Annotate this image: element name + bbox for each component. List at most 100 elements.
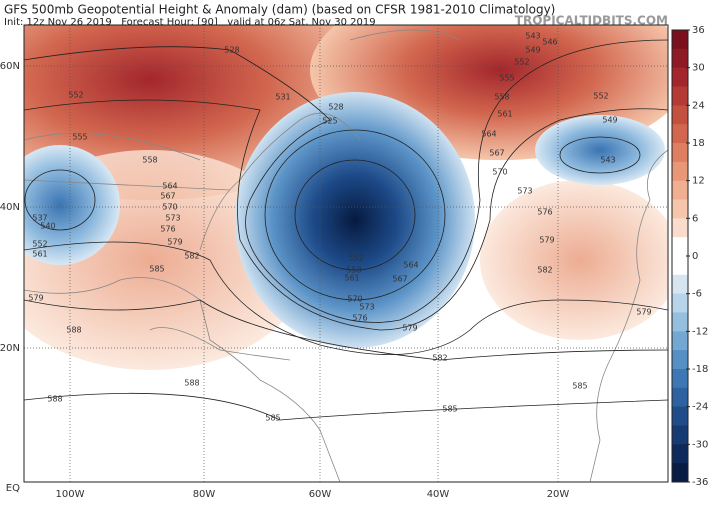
- contour-label: 540: [40, 222, 55, 231]
- contour-label: 564: [481, 130, 496, 139]
- contour-label: 588: [184, 379, 199, 388]
- contour-label: 582: [184, 252, 199, 261]
- colorbar-band: [672, 331, 688, 351]
- colorbar-band: [672, 237, 688, 257]
- contour-label: 585: [265, 414, 280, 423]
- contour-label: 561: [344, 274, 359, 283]
- contour-label: 579: [28, 294, 43, 303]
- colorbar-tick-label: -12: [692, 326, 708, 337]
- contour-label: 546: [542, 38, 557, 47]
- contour-label: 543: [525, 32, 540, 41]
- contour-label: 570: [492, 168, 507, 177]
- contour-label: 528: [224, 46, 239, 55]
- contour-label: 576: [537, 208, 552, 217]
- contour-label: 552: [348, 254, 363, 263]
- contour-label: 552: [68, 91, 83, 100]
- colorbar-band: [672, 293, 688, 313]
- contour-label: 561: [497, 110, 512, 119]
- colorbar-band: [672, 369, 688, 389]
- colorbar-band: [672, 67, 688, 87]
- colorbar-band: [672, 350, 688, 370]
- lon-label: 40W: [427, 489, 450, 500]
- contour-label: 558: [494, 93, 509, 102]
- colorbar-band: [672, 463, 688, 483]
- colorbar-tick-label: 12: [692, 176, 705, 187]
- map-field: 5285435465495525555585615645675705735765…: [24, 25, 668, 482]
- lat-label: 60N: [0, 61, 20, 72]
- contour-label: 567: [160, 192, 175, 201]
- contour-label: 585: [442, 405, 457, 414]
- colorbar-band: [672, 256, 688, 276]
- contour-label: 576: [352, 314, 367, 323]
- contour-label: 585: [572, 382, 587, 391]
- contour-label: 549: [602, 116, 617, 125]
- colorbar-tick-label: 30: [692, 63, 705, 74]
- colorbar-band: [672, 161, 688, 182]
- colorbar-band: [672, 30, 688, 50]
- contour-label: 552: [514, 58, 529, 67]
- contour-label: 552: [32, 240, 47, 249]
- contour-label: 579: [636, 308, 651, 317]
- colorbar-tick-label: 24: [692, 100, 705, 111]
- contour-label: 588: [47, 395, 62, 404]
- lat-label: 40N: [0, 202, 20, 213]
- contour-label: 525: [322, 117, 337, 126]
- contour-label: 543: [600, 156, 615, 165]
- title: GFS 500mb Geopotential Height & Anomaly …: [4, 3, 555, 17]
- lon-label: 60W: [309, 489, 332, 500]
- colorbar-band: [672, 387, 688, 408]
- contour-label: 567: [392, 275, 407, 284]
- contour-label: 573: [165, 214, 180, 223]
- subtitle: Init: 12z Nov 26 2019 Forecast Hour: [90…: [4, 17, 376, 28]
- contour-label: 588: [66, 326, 81, 335]
- contour-label: 552: [593, 92, 608, 101]
- contour-label: 564: [162, 182, 177, 191]
- colorbar-tick-label: 0: [692, 251, 698, 262]
- colorbar-tick-label: -6: [692, 289, 702, 300]
- contour-label: 537: [32, 214, 47, 223]
- colorbar-band: [672, 124, 688, 144]
- colorbar-tick-label: -36: [692, 477, 708, 488]
- colorbar-band: [672, 105, 688, 125]
- contour-label: 585: [149, 265, 164, 274]
- contour-label: 564: [403, 261, 418, 270]
- lat-label: 20N: [0, 343, 20, 354]
- contour-label: 555: [72, 133, 87, 142]
- lat-label: EQ: [6, 483, 20, 494]
- colorbar-tick-label: 18: [692, 138, 705, 149]
- contour-label: 531: [275, 93, 290, 102]
- contour-label: 573: [517, 187, 532, 196]
- colorbar-tick-label: -18: [692, 364, 708, 375]
- contour-label: 561: [32, 250, 47, 259]
- lon-label: 100W: [56, 489, 85, 500]
- contour-label: 576: [160, 225, 175, 234]
- contour-label: 570: [162, 203, 177, 212]
- watermark: TROPICALTIDBITS.COM: [515, 14, 668, 28]
- colorbar-tick-label: 6: [692, 213, 698, 224]
- colorbar-band: [672, 312, 688, 332]
- colorbar-band: [672, 218, 688, 238]
- colorbar-band: [672, 406, 688, 426]
- contour-label: 573: [359, 303, 374, 312]
- contour-label: 549: [525, 46, 540, 55]
- map-frame: [23, 24, 669, 483]
- colorbar-tick-label: 36: [692, 25, 705, 36]
- contour-label: 555: [499, 74, 514, 83]
- contour-label: 558: [142, 156, 157, 165]
- contour-label: 528: [328, 103, 343, 112]
- colorbar-band: [672, 143, 688, 163]
- colorbar-tick-label: -24: [692, 402, 708, 413]
- contour-label: 558: [346, 266, 361, 275]
- contour-label: 579: [402, 324, 417, 333]
- colorbar-band: [672, 444, 688, 464]
- colorbar-band: [672, 180, 688, 200]
- contour-label: 582: [537, 266, 552, 275]
- contour-label: 579: [539, 236, 554, 245]
- contour-label: 582: [432, 354, 447, 363]
- lon-label: 80W: [193, 489, 216, 500]
- colorbar-band: [672, 199, 688, 219]
- contour-label: 570: [347, 295, 362, 304]
- contour-label: 579: [167, 238, 182, 247]
- contour-label: 567: [489, 149, 504, 158]
